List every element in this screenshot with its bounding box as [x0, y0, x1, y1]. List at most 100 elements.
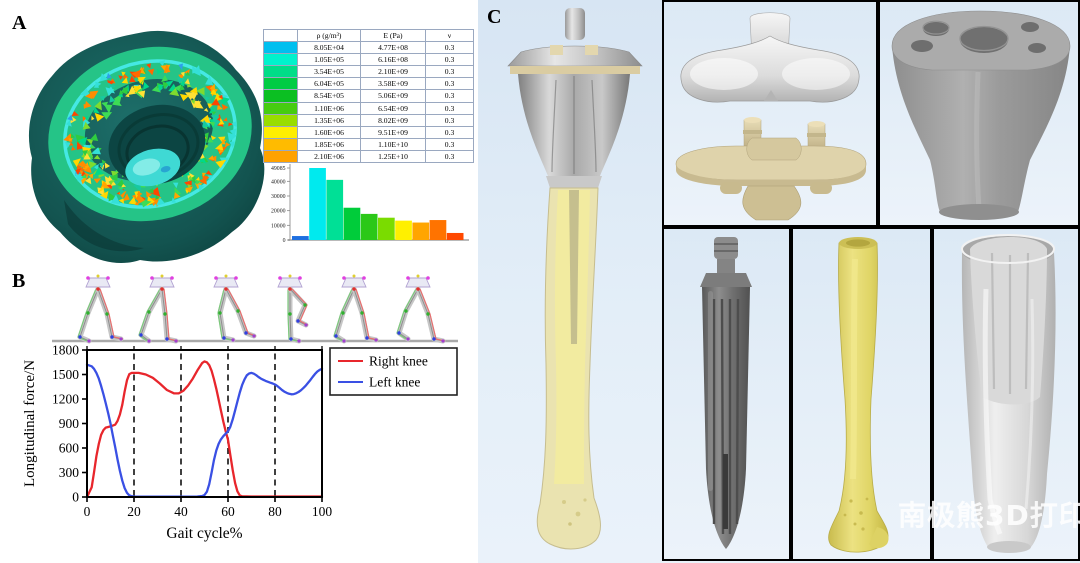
material-table-row: 1.85E+06 1.10E+10 0.3 [263, 137, 474, 151]
histogram-bar [395, 220, 412, 240]
ytick-label: 0 [72, 490, 79, 505]
modulus-value: 3.58E+09 [360, 77, 426, 91]
density-value: 1.10E+06 [297, 101, 361, 115]
xtick-label: 80 [268, 504, 282, 519]
density-value: 8.54E+05 [297, 89, 361, 103]
histogram-bar [360, 213, 378, 240]
material-color-swatch [263, 89, 298, 103]
modulus-value: 5.06E+09 [360, 89, 426, 103]
material-table-row: 1.05E+05 6.16E+08 0.3 [263, 53, 474, 67]
x-axis-title: Gait cycle% [166, 525, 242, 542]
stem-model-image [700, 237, 752, 549]
material-properties-table: ρ (g/m³) E (Pa) ν 8.05E+04 4.77E+08 0.3 1.0… [263, 28, 474, 164]
poisson-value: 0.3 [425, 77, 474, 91]
poisson-value: 0.3 [425, 137, 474, 151]
xtick-label: 60 [221, 504, 235, 519]
material-table-row: 1.60E+06 9.51E+09 0.3 [263, 125, 474, 139]
ytick-label: 600 [59, 441, 80, 456]
density-value: 1.35E+06 [297, 113, 361, 127]
xtick-label: 20 [127, 504, 141, 519]
header-poisson: ν [425, 28, 474, 43]
density-value: 3.54E+05 [297, 65, 361, 79]
proximal-tibia-model-image [891, 10, 1071, 220]
density-histogram-chart: 0 10000 20000 30000 40000 49085 [271, 164, 469, 244]
ytick-label: 1800 [52, 343, 79, 358]
histogram-bar [412, 222, 430, 240]
panel-c-grid-cell-proximal-tibia [878, 0, 1080, 227]
histogram-bar [326, 179, 344, 240]
ytick-label: 300 [59, 465, 80, 480]
ytick-label: 900 [59, 416, 80, 431]
header-swatch [263, 28, 298, 43]
histogram-bar [378, 217, 395, 240]
material-color-swatch [263, 149, 298, 164]
histogram-ytick-label: 40000 [271, 179, 286, 185]
legend-label: Right knee [369, 354, 428, 369]
histogram-ytick-label: 20000 [271, 209, 286, 215]
bone-cross-section-image [28, 30, 265, 264]
tibia-shell-model-image [961, 234, 1056, 553]
poisson-value: 0.3 [425, 65, 474, 79]
poisson-value: 0.3 [425, 101, 474, 115]
gait-figure [77, 274, 124, 344]
gait-cycle-figures-image [52, 274, 458, 344]
histogram-ytick-label: 10000 [271, 223, 286, 229]
gait-figure [277, 274, 309, 344]
watermark: 南极熊3D打印 [898, 499, 1080, 532]
panel-c-label: C [487, 6, 502, 28]
panel-b-label: B [12, 270, 26, 292]
modulus-value: 4.77E+08 [360, 41, 426, 55]
femoral-component-image [680, 12, 860, 103]
material-color-swatch [263, 101, 298, 115]
histogram-bar [292, 236, 309, 240]
prosthesis-assembly-image [507, 8, 643, 550]
material-table-header-row: ρ (g/m³) E (Pa) ν [263, 28, 474, 43]
material-color-swatch [263, 65, 298, 79]
poisson-value: 0.3 [425, 125, 474, 139]
histogram-ytick-label: 30000 [271, 194, 286, 200]
density-value: 1.05E+05 [297, 53, 361, 67]
density-value: 1.60E+06 [297, 125, 361, 139]
poisson-value: 0.3 [425, 113, 474, 127]
panel-c-grid-cell-stem [662, 227, 791, 561]
modulus-value: 6.16E+08 [360, 53, 426, 67]
poisson-value: 0.3 [425, 41, 474, 55]
poisson-value: 0.3 [425, 53, 474, 67]
gait-figure [138, 274, 179, 344]
gait-figure [213, 274, 257, 343]
material-table-row: 2.10E+06 1.25E+10 0.3 [263, 149, 474, 164]
poisson-value: 0.3 [425, 149, 474, 164]
histogram-bar [343, 207, 361, 240]
xtick-label: 100 [312, 504, 333, 519]
histogram-ytick-label: 0 [283, 238, 286, 244]
material-table-row: 6.04E+05 3.58E+09 0.3 [263, 77, 474, 91]
ytick-label: 1200 [52, 392, 79, 407]
material-color-swatch [263, 53, 298, 67]
tibial-insert-image [675, 117, 867, 221]
density-value: 8.05E+04 [297, 41, 361, 55]
series-line-left-knee [85, 363, 324, 498]
modulus-value: 2.10E+09 [360, 65, 426, 79]
panel-c-grid-cell-tibia-bone [791, 227, 932, 561]
modulus-value: 1.10E+10 [360, 137, 426, 151]
material-color-swatch [263, 113, 298, 127]
material-table-row: 8.54E+05 5.06E+09 0.3 [263, 89, 474, 103]
material-color-swatch [263, 137, 298, 151]
density-value: 6.04E+05 [297, 77, 361, 91]
modulus-value: 8.02E+09 [360, 113, 426, 127]
material-color-swatch [263, 125, 298, 139]
panel-c-grid-cell-components [662, 0, 878, 227]
modulus-value: 1.25E+10 [360, 149, 426, 164]
histogram-ytick-label: 49085 [271, 166, 286, 172]
tibia-bone-model-image [828, 237, 889, 553]
material-table-row: 1.10E+06 6.54E+09 0.3 [263, 101, 474, 115]
gait-figure [396, 274, 446, 344]
material-color-swatch [263, 77, 298, 91]
material-table-row: 1.35E+06 8.02E+09 0.3 [263, 113, 474, 127]
xtick-label: 0 [84, 504, 91, 519]
panel-c-grid-cell-tibia-shell [932, 227, 1080, 561]
gait-figure [333, 274, 379, 344]
y-axis-title: Longitudinal force/N [22, 360, 38, 487]
histogram-bar [429, 220, 447, 240]
